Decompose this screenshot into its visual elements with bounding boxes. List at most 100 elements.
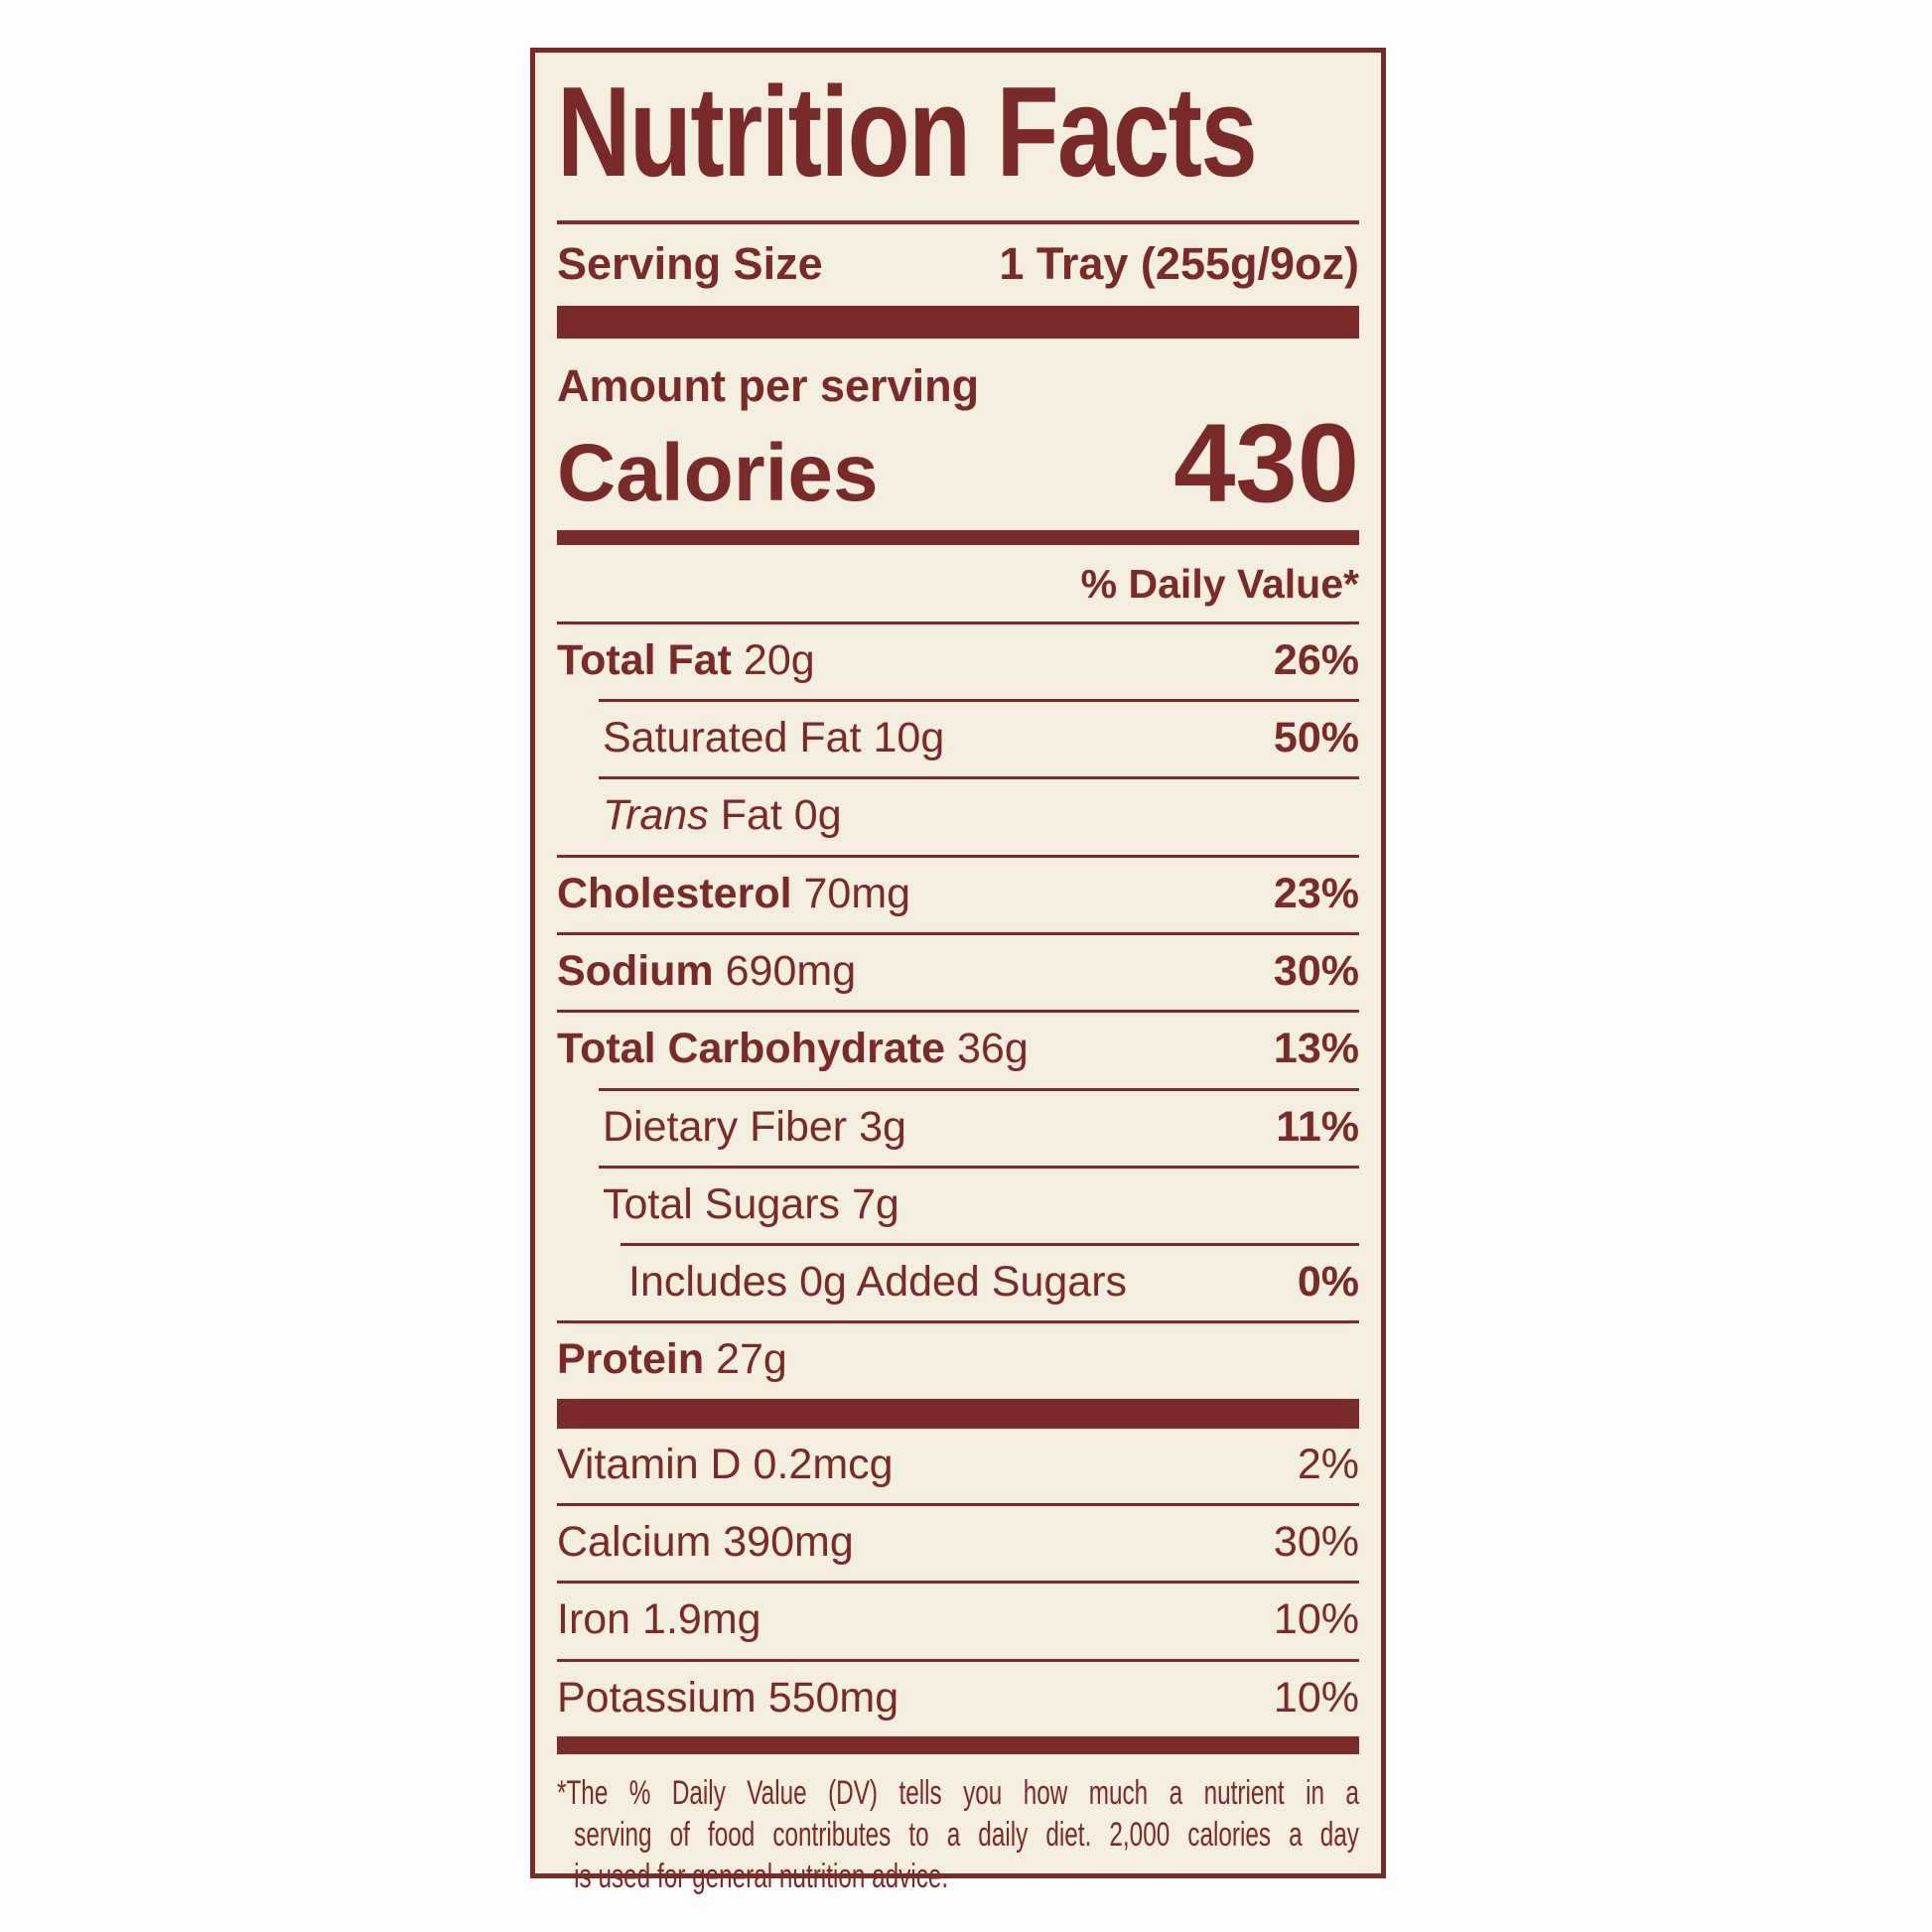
nutrient-name-amount: Total Carbohydrate 36g	[557, 1026, 1029, 1072]
nutrient-amount: 7g	[851, 1179, 899, 1228]
nutrient-row: Total Sugars 7g	[557, 1165, 1359, 1243]
nutrient-row-line: Saturated Fat 10g 50%	[557, 702, 1359, 776]
row-divider-rule	[621, 1243, 1359, 1247]
row-divider-rule	[599, 1165, 1359, 1169]
nutrient-row: Cholesterol 70mg 23%	[557, 854, 1359, 932]
daily-value-percent: 50%	[1273, 714, 1359, 762]
nutrient-row-line: Iron 1.9mg 10%	[557, 1584, 1359, 1658]
daily-value-percent: 30%	[1273, 946, 1359, 995]
nutrient-name-amount: Trans Fat 0g	[603, 792, 842, 839]
daily-value-percent: 11%	[1276, 1102, 1359, 1151]
nutrient-name-amount: Saturated Fat 10g	[603, 714, 945, 762]
nutrient-amount: 690mg	[725, 946, 857, 995]
nutrient-name: Sodium	[557, 946, 714, 995]
nutrient-name-amount: Vitamin D 0.2mcg	[557, 1440, 894, 1488]
row-divider-rule	[557, 854, 1359, 858]
nutrient-name-italic: Trans	[603, 791, 709, 840]
nutrient-name: Dietary Fiber	[603, 1102, 848, 1151]
daily-value-percent: 2%	[1297, 1440, 1359, 1488]
daily-value-percent: 23%	[1273, 869, 1359, 917]
section-divider-bar-thick	[557, 306, 1359, 339]
nutrient-row: Dietary Fiber 3g 11%	[557, 1087, 1359, 1166]
nutrient-row-line: Total Fat 20g 26%	[557, 624, 1359, 699]
nutrient-row: Total Carbohydrate 36g 13%	[557, 1010, 1359, 1087]
nutrient-name-amount: Calcium 390mg	[557, 1518, 854, 1566]
nutrient-row-line: Potassium 550mg 10%	[557, 1662, 1359, 1736]
daily-value-percent: 0%	[1297, 1258, 1359, 1307]
serving-size-label: Serving Size	[557, 238, 823, 289]
nutrient-amount: 0g	[793, 791, 842, 840]
row-divider-rule	[557, 1503, 1359, 1507]
nutrient-name-amount: Protein 27g	[557, 1336, 787, 1383]
nutrient-amount: 36g	[956, 1025, 1029, 1073]
nutrient-row: Protein 27g	[557, 1320, 1359, 1398]
nutrient-amount: 70mg	[803, 869, 911, 917]
nutrient-row: Iron 1.9mg 10%	[557, 1581, 1359, 1658]
nutrient-name: Protein	[557, 1335, 705, 1384]
nutrient-name: Potassium 550mg	[557, 1673, 899, 1722]
nutrient-amount: 20g	[743, 635, 815, 684]
daily-value-header: % Daily Value*	[557, 545, 1359, 624]
section-divider-bar-medium	[557, 529, 1359, 545]
row-divider-rule	[557, 1581, 1359, 1585]
calories-label: Calories	[557, 427, 879, 518]
section-divider-bar-medium	[557, 1735, 1359, 1754]
nutrient-row-line: Trans Fat 0g	[557, 779, 1359, 854]
footnote-text: *The % Daily Value (DV) tells you how mu…	[557, 1772, 1359, 1897]
calories-row: Calories 430	[557, 408, 1359, 530]
footnote: *The % Daily Value (DV) tells you how mu…	[557, 1754, 1359, 1897]
nutrient-name: Total Sugars	[603, 1179, 841, 1228]
row-divider-rule	[557, 1658, 1359, 1662]
nutrient-name: Total Carbohydrate	[557, 1025, 946, 1073]
nutrient-name-amount: Iron 1.9mg	[557, 1596, 761, 1643]
nutrient-row-line: Total Carbohydrate 36g 13%	[557, 1013, 1359, 1087]
row-divider-rule	[557, 1320, 1359, 1324]
nutrient-row-line: Calcium 390mg 30%	[557, 1506, 1359, 1581]
serving-size-row: Serving Size 1 Tray (255g/9oz)	[557, 224, 1359, 306]
nutrient-amount: 27g	[716, 1335, 787, 1384]
label-title: Nutrition Facts	[557, 53, 1359, 224]
daily-value-percent: 10%	[1273, 1673, 1359, 1722]
nutrition-facts-label: Nutrition Facts Serving Size 1 Tray (255…	[530, 48, 1386, 1895]
nutrient-name-amount: Includes 0g Added Sugars	[628, 1259, 1127, 1306]
nutrient-row-line: Vitamin D 0.2mcg 2%	[557, 1429, 1359, 1503]
nutrient-row-line: Total Sugars 7g	[557, 1169, 1359, 1243]
nutrient-row-line: Protein 27g	[557, 1323, 1359, 1398]
nutrient-name: Cholesterol	[557, 869, 792, 917]
nutrient-name-amount: Total Sugars 7g	[603, 1179, 899, 1228]
nutrient-name: Fat	[720, 791, 782, 840]
nutrient-name-amount: Dietary Fiber 3g	[603, 1102, 906, 1151]
nutrient-row: Sodium 690mg 30%	[557, 931, 1359, 1010]
nutrient-row-line: Cholesterol 70mg 23%	[557, 858, 1359, 932]
nutrient-row: Trans Fat 0g	[557, 776, 1359, 854]
nutrient-name-amount: Total Fat 20g	[557, 635, 815, 684]
nutrient-name: Saturated Fat	[603, 714, 862, 762]
nutrient-row: Includes 0g Added Sugars 0%	[557, 1243, 1359, 1320]
vitamin-rows-section: Vitamin D 0.2mcg 2% Calcium 390mg 30% Iron 1…	[557, 1429, 1359, 1736]
nutrient-name: Iron 1.9mg	[557, 1595, 761, 1644]
nutrient-amount: 3g	[859, 1102, 906, 1151]
section-divider-bar-thick	[557, 1398, 1359, 1429]
nutrient-amount: 10g	[873, 714, 945, 762]
footnote-line: *The % Daily Value (DV) tells you how mu…	[557, 1773, 1359, 1812]
row-divider-rule	[599, 699, 1359, 703]
nutrient-name-amount: Sodium 690mg	[557, 946, 857, 995]
row-divider-rule	[599, 1087, 1359, 1091]
footnote-line: is used for general nutrition advice.	[574, 1858, 949, 1896]
nutrient-name-amount: Cholesterol 70mg	[557, 869, 911, 917]
nutrient-row: Vitamin D 0.2mcg 2%	[557, 1429, 1359, 1503]
nutrient-rows-section: Total Fat 20g 26% Saturated Fat 10g 50% Tran…	[557, 624, 1359, 1399]
nutrient-name-amount: Potassium 550mg	[557, 1673, 899, 1722]
label-title-text: Nutrition Facts	[557, 61, 1258, 204]
nutrient-row-line: Dietary Fiber 3g 11%	[557, 1091, 1359, 1166]
nutrient-row-line: Sodium 690mg 30%	[557, 935, 1359, 1010]
nutrient-row: Calcium 390mg 30%	[557, 1503, 1359, 1581]
nutrient-name: Vitamin D 0.2mcg	[557, 1440, 894, 1488]
nutrient-row: Saturated Fat 10g 50%	[557, 699, 1359, 776]
nutrient-row: Total Fat 20g 26%	[557, 624, 1359, 699]
footnote-line: serving of food contributes to a daily d…	[574, 1816, 1359, 1855]
nutrient-row: Potassium 550mg 10%	[557, 1658, 1359, 1736]
row-divider-rule	[557, 931, 1359, 935]
row-divider-rule	[557, 1010, 1359, 1014]
nutrient-name: Includes 0g Added Sugars	[628, 1258, 1128, 1307]
